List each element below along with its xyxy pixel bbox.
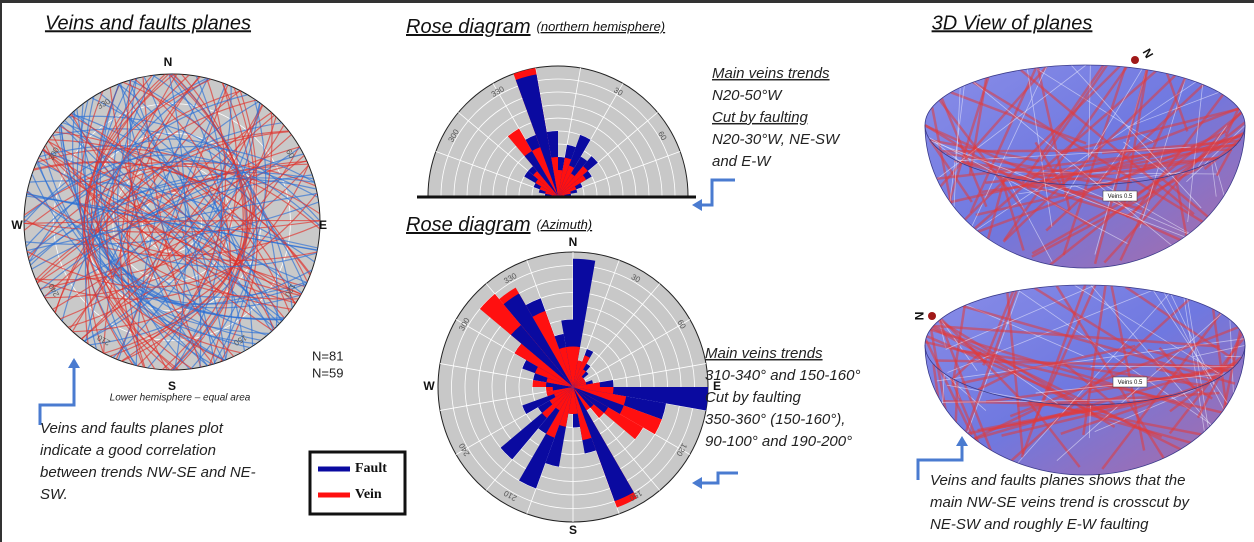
chart-title: Rose diagram (northern hemisphere)	[406, 16, 665, 38]
north-label: N	[1140, 46, 1156, 61]
scale-label: Veins 0.5	[1118, 380, 1143, 386]
north-marker	[928, 312, 936, 320]
rose-diagram: NESW3303002402101501206030	[423, 235, 721, 537]
direction-label: S	[569, 523, 577, 537]
panel-title: 3D View of planes	[932, 12, 1093, 34]
note-line: Cut by faulting	[705, 389, 802, 406]
note-line: 90-100° and 190-200°	[705, 433, 852, 450]
caption-line: SW.	[40, 486, 68, 503]
projection-label: Lower hemisphere – equal area	[110, 393, 251, 404]
note-line: Main veins trends	[705, 345, 823, 362]
direction-label: E	[319, 218, 327, 232]
direction-label: N	[164, 55, 173, 69]
north-marker	[1131, 56, 1139, 64]
caption-line: between trends NW-SE and NE-	[40, 464, 256, 481]
scale-label: Veins 0.5	[1108, 194, 1133, 200]
figure: Veins and faults planes 3303002402101501…	[0, 0, 1254, 542]
title-text: Rose diagram	[406, 16, 531, 38]
caption-line: Veins and faults planes plot	[40, 420, 224, 437]
arrow-head	[956, 436, 968, 446]
note-line: N20-50°W	[712, 87, 783, 104]
plane-edge	[1225, 356, 1242, 357]
caption-line: indicate a good correlation	[40, 442, 216, 459]
legend: Fault Vein	[310, 452, 405, 514]
note-line: 310-340° and 150-160°	[705, 367, 860, 384]
arrow	[40, 360, 74, 425]
count-label: N=59	[312, 365, 343, 380]
arrow	[700, 180, 735, 205]
note-line: Main veins trends	[712, 65, 830, 82]
arrow-head	[692, 199, 702, 211]
legend-label: Fault	[355, 461, 387, 476]
subtitle: (Azimuth)	[537, 217, 593, 232]
title-text: Rose diagram	[406, 214, 531, 236]
chart-title: Rose diagram (Azimuth)	[406, 214, 592, 236]
subtitle: (northern hemisphere)	[537, 19, 666, 34]
top-border	[0, 0, 1254, 3]
plane-view	[920, 280, 1250, 480]
left-border	[0, 0, 2, 542]
direction-label: S	[168, 379, 176, 393]
direction-label: W	[11, 218, 23, 232]
caption-line: Veins and faults planes shows that the	[930, 472, 1185, 489]
north-label: N	[912, 312, 926, 321]
caption-line: main NW-SE veins trend is crosscut by	[930, 494, 1190, 511]
panel-title: Veins and faults planes	[45, 12, 251, 34]
rose-diagram: 3303003060	[428, 66, 688, 196]
arrow-head	[68, 358, 80, 368]
note-line: and E-W	[712, 153, 772, 170]
count-label: N=81	[312, 348, 343, 363]
note-line: Cut by faulting	[712, 109, 809, 126]
direction-label: W	[423, 379, 435, 393]
legend-label: Vein	[355, 487, 382, 502]
arrow-head	[692, 477, 702, 489]
caption-line: NE-SW and roughly E-W faulting	[930, 516, 1149, 533]
arrow	[700, 473, 738, 483]
direction-label: N	[569, 235, 578, 249]
note-line: N20-30°W, NE-SW	[712, 131, 841, 148]
3d-views	[920, 60, 1250, 480]
note-line: 350-360° (150-160°),	[705, 411, 845, 428]
